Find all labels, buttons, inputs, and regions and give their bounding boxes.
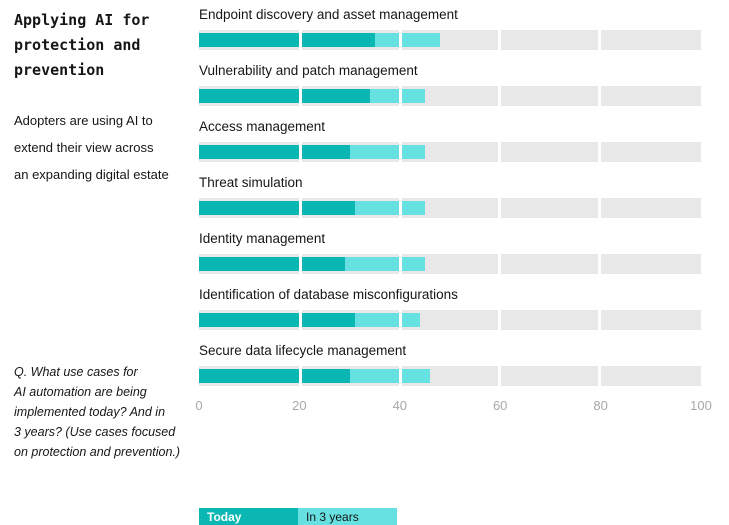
bar-category-label: Access management [199, 119, 326, 134]
bar-today [199, 313, 355, 327]
bar-row: Identification of database misconfigurat… [199, 286, 701, 330]
bar-track [199, 30, 701, 50]
x-axis: 0 20 40 60 80 100 Today In 3 years [195, 398, 712, 525]
x-axis-tick: 0 [195, 398, 203, 413]
bar-today [199, 145, 350, 159]
x-axis-tick: 100 [690, 398, 712, 413]
chart-title: Applying AI for protection and preventio… [14, 11, 150, 79]
bar-today [199, 369, 350, 383]
chart-subtitle: Adopters are using AI to extend their vi… [14, 113, 169, 182]
bar-row: Access management [199, 118, 701, 162]
x-axis-tick: 60 [492, 398, 508, 413]
bar-track [199, 254, 701, 274]
legend: Today In 3 years [199, 508, 397, 525]
bar-row: Identity management [199, 230, 701, 274]
bar-row: Secure data lifecycle management [199, 342, 701, 386]
bar-today [199, 89, 370, 103]
legend-today: Today [199, 508, 298, 525]
bar-today [199, 33, 375, 47]
x-axis-tick: 80 [593, 398, 608, 413]
bar-row: Endpoint discovery and asset management [199, 6, 701, 50]
legend-in-3-years: In 3 years [298, 508, 397, 525]
bar-category-label: Identity management [199, 231, 326, 246]
bar-category-label: Vulnerability and patch management [199, 63, 418, 78]
x-axis-tick: 20 [292, 398, 307, 413]
bar-category-label: Secure data lifecycle management [199, 343, 407, 358]
bar-row: Vulnerability and patch management [199, 62, 701, 106]
bar-category-label: Threat simulation [199, 175, 303, 190]
x-axis-tick: 40 [392, 398, 408, 413]
bar-today [199, 201, 355, 215]
chart-footnote: Q. What use cases for AI automation are … [14, 365, 181, 459]
left-column: Applying AI for protection and preventio… [14, 8, 194, 188]
bar-today [199, 257, 345, 271]
bar-track [199, 86, 701, 106]
bar-track [199, 310, 701, 330]
bar-track [199, 198, 701, 218]
x-axis-ticks: 0 20 40 60 80 100 [195, 398, 711, 414]
bar-track [199, 142, 701, 162]
bar-chart: Endpoint discovery and asset management … [195, 6, 712, 525]
bar-category-label: Identification of database misconfigurat… [199, 287, 458, 302]
bar-track [199, 366, 701, 386]
bar-row: Threat simulation [199, 174, 701, 218]
bar-category-label: Endpoint discovery and asset management [199, 7, 458, 22]
